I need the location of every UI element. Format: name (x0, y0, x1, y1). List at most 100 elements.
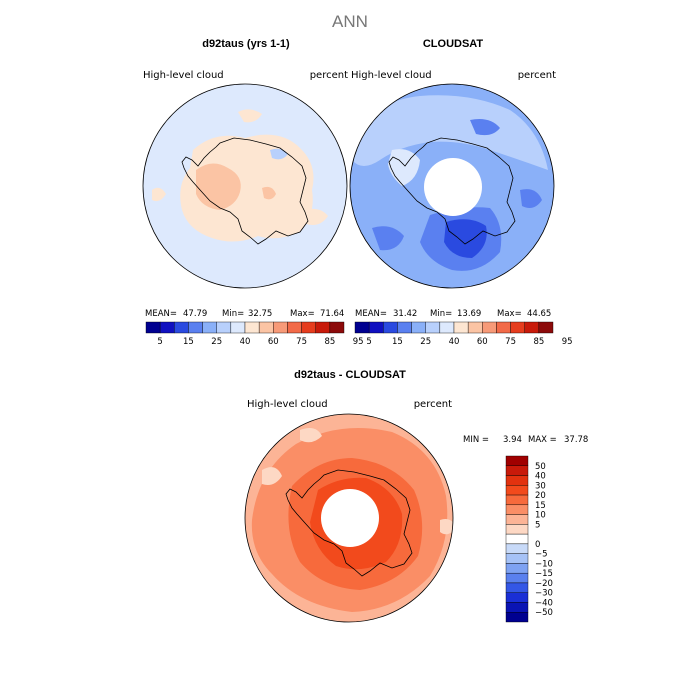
panel2-units-label: percent (518, 70, 556, 81)
panel1-mean-label: MEAN= (145, 309, 177, 319)
panel3-units-label: percent (414, 399, 452, 410)
colorbar-tick-label: −30 (535, 589, 553, 599)
colorbar-swatch (505, 602, 529, 613)
panel3-variable-label: High-level cloud (247, 399, 328, 410)
colorbar-swatch (505, 475, 529, 486)
colorbar-tick-label: 5 (366, 337, 371, 347)
colorbar-swatch (505, 455, 529, 466)
colorbar-swatch (467, 321, 483, 334)
colorbar-tick-label: −5 (535, 550, 548, 560)
colorbar-tick-label: 40 (240, 337, 251, 347)
colorbar-tick-label: −15 (535, 569, 553, 579)
panel2-mean-value: 31.42 (393, 309, 417, 319)
colorbar-swatch (505, 514, 529, 525)
colorbar-tick-label: 20 (535, 491, 546, 501)
colorbar-swatch (505, 504, 529, 515)
panel2-variable-label: High-level cloud (351, 70, 432, 81)
colorbar-swatch (174, 321, 189, 334)
colorbar-swatch (505, 533, 529, 545)
colorbar-tick-label: 40 (535, 472, 546, 482)
colorbar-swatch (505, 465, 529, 476)
colorbar-swatch (258, 321, 274, 334)
colorbar-tick-label: 40 (449, 337, 460, 347)
colorbar-swatch (383, 321, 398, 334)
colorbar-swatch (505, 543, 529, 554)
panel1-min-label: Min= (222, 309, 244, 319)
colorbar-swatch (301, 321, 316, 334)
colorbar-tick-label: 75 (296, 337, 307, 347)
colorbar-tick-label: 95 (562, 337, 573, 347)
colorbar-tick-label: 10 (535, 511, 546, 521)
figure-title: ANN (332, 12, 368, 31)
colorbar-swatch (411, 321, 426, 334)
panel3-min-label: MIN = (463, 435, 489, 445)
colorbar-tick-label: 5 (535, 520, 540, 530)
panel1-max-label: Max= (290, 309, 315, 319)
panel3-map (245, 414, 453, 622)
colorbar-swatch (510, 321, 525, 334)
colorbar-swatch (505, 582, 529, 593)
colorbar-swatch (524, 321, 540, 334)
panel1-max-value: 71.64 (320, 309, 344, 319)
panel1-title: d92taus (yrs 1-1) (202, 38, 290, 50)
colorbar-tick-label: 15 (183, 337, 194, 347)
colorbar-swatch (505, 485, 529, 496)
colorbar-swatch (188, 321, 203, 334)
panel2-map (350, 84, 554, 288)
colorbar-swatch (145, 321, 161, 334)
colorbar-swatch (368, 321, 384, 334)
colorbar-tick-label: 0 (535, 540, 540, 550)
panel3-max-label: MAX = (528, 435, 557, 445)
panel1-variable-label: High-level cloud (143, 70, 224, 81)
colorbar-tick-label: −10 (535, 559, 553, 569)
colorbar-tick-label: 25 (420, 337, 431, 347)
colorbar-swatch (273, 321, 288, 334)
panel-difference: d92taus - CLOUDSAT High-level cloud perc… (244, 369, 588, 623)
panel2-min-value: 13.69 (457, 309, 481, 319)
colorbar-tick-label: 15 (392, 337, 403, 347)
panel-cloudsat: CLOUDSAT High-level cloud percent MEAN= … (349, 38, 573, 347)
colorbar-swatch (354, 321, 370, 334)
colorbar-swatch (397, 321, 412, 334)
colorbar-swatch (329, 321, 345, 334)
colorbar-swatch (216, 321, 232, 334)
colorbar-swatch (315, 321, 331, 334)
panel1-units-label: percent (310, 70, 348, 81)
panel3-title: d92taus - CLOUDSAT (294, 369, 406, 381)
colorbar-swatch (505, 524, 529, 535)
panel1-min-value: 32.75 (248, 309, 272, 319)
panel3-max-value: 37.78 (564, 435, 588, 445)
colorbar-swatch (505, 572, 529, 584)
panel-model: d92taus (yrs 1-1) High-level cloud perce… (142, 38, 364, 347)
panel2-mean-label: MEAN= (355, 309, 387, 319)
colorbar-tick-label: 95 (353, 337, 364, 347)
colorbar-tick-label: −40 (535, 598, 553, 608)
colorbar-swatch (244, 321, 260, 334)
colorbar-swatch (505, 612, 529, 623)
colorbar-tick-label: 25 (211, 337, 222, 347)
panel3-min-value: 3.94 (503, 435, 522, 445)
colorbar-swatch (505, 553, 529, 564)
colorbar-swatch (202, 321, 217, 334)
colorbar-tick-label: 15 (535, 501, 546, 511)
colorbar-tick-label: −20 (535, 579, 553, 589)
panel1-map (143, 84, 347, 288)
panel2-title: CLOUDSAT (423, 38, 484, 50)
colorbar-swatch (287, 321, 302, 334)
colorbar-swatch (505, 563, 529, 574)
colorbar-swatch (496, 321, 511, 334)
colorbar-swatch (230, 321, 246, 334)
colorbar-tick-label: −50 (535, 608, 553, 618)
colorbar-tick-label: 60 (268, 337, 279, 347)
panel2-max-label: Max= (497, 309, 522, 319)
colorbar-tick-label: 30 (535, 481, 546, 491)
colorbar-tick-label: 50 (535, 462, 546, 472)
colorbar-tick-label: 85 (324, 337, 335, 347)
panel1-colorbar: 5 15 25 40 60 75 85 95 (145, 321, 364, 347)
colorbar-swatch (505, 494, 529, 506)
panel2-min-label: Min= (430, 309, 452, 319)
colorbar-tick-label: 60 (477, 337, 488, 347)
colorbar-swatch (439, 321, 455, 334)
colorbar-swatch (505, 592, 529, 603)
